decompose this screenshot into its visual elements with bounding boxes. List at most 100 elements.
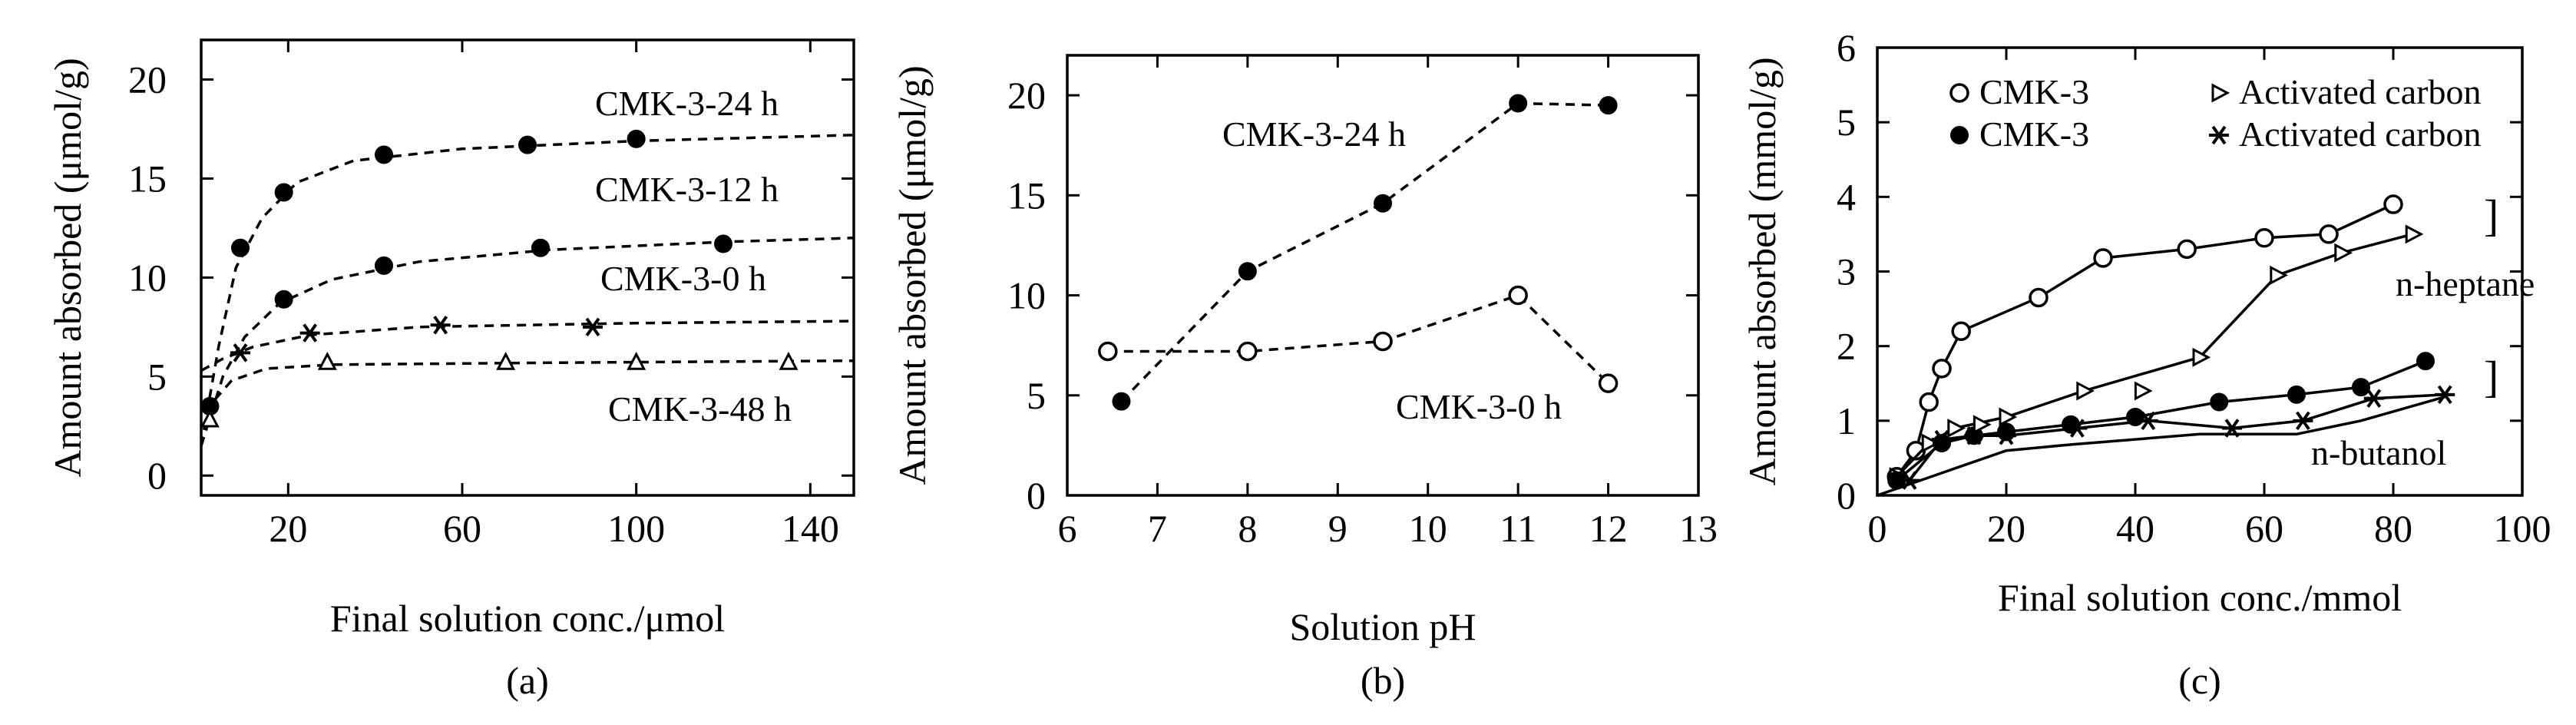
- x-tick-label: 13: [1679, 507, 1718, 550]
- series-annotation: CMK-3-24 h: [595, 84, 779, 123]
- data-point: [317, 352, 337, 370]
- data-point: [1599, 96, 1618, 115]
- data-point: [2138, 411, 2158, 431]
- y-axis-label: Amount absorbed (μmol/g): [891, 65, 934, 485]
- data-point: [299, 323, 320, 343]
- data-point: [1374, 194, 1392, 213]
- data-point: [2192, 347, 2211, 367]
- panel-label: (a): [506, 659, 549, 702]
- data-point: [779, 352, 799, 370]
- data-point: [1932, 429, 1952, 449]
- y-tick-label: 15: [1007, 174, 1046, 217]
- legend-marker: [2211, 83, 2230, 103]
- y-tick-label: 15: [128, 157, 167, 200]
- y-tick-label: 0: [1837, 474, 1856, 517]
- data-point: [627, 129, 646, 148]
- data-point: [2067, 419, 2088, 438]
- data-point: [2287, 385, 2306, 404]
- legend-label: CMK-3: [1979, 114, 2089, 154]
- data-point: [2319, 224, 2339, 244]
- legend-marker: [1949, 83, 1969, 103]
- y-tick-label: 10: [1007, 274, 1046, 317]
- data-point: [1919, 392, 1939, 412]
- data-point: [1996, 426, 2016, 445]
- data-point: [1508, 285, 1528, 306]
- data-point: [375, 256, 393, 275]
- series-annotation: CMK-3-24 h: [1222, 114, 1406, 154]
- fit-curve: [200, 359, 855, 446]
- group-bracket: ]: [2484, 190, 2498, 240]
- series-line: [1908, 393, 2445, 482]
- y-tick-label: 3: [1837, 250, 1856, 293]
- legend-label: Activated carbon: [2239, 72, 2481, 111]
- data-point: [583, 317, 603, 337]
- x-tick-label: 7: [1148, 507, 1167, 550]
- fit-curve: [200, 237, 855, 447]
- series-line: [1877, 396, 2445, 497]
- group-annotation: n-butanol: [2311, 433, 2446, 472]
- data-point: [1112, 392, 1131, 411]
- legend-entry: CMK-3: [1949, 72, 2089, 111]
- x-tick-label: 11: [1500, 507, 1536, 550]
- data-point: [1932, 359, 1952, 379]
- data-point: [1999, 407, 2018, 427]
- x-tick-label: 0: [1868, 507, 1887, 550]
- group-annotation: n-heptane: [2396, 264, 2535, 303]
- data-point: [2210, 392, 2229, 412]
- data-point: [1951, 321, 1971, 341]
- chart-panel-c: 0 20 40 60 80 100 0 1 2 3 4 5 6 Final solution conc./…: [1741, 26, 2551, 702]
- data-point: [274, 183, 293, 202]
- data-point: [1973, 415, 1992, 435]
- series-line: [1120, 101, 1609, 402]
- series-annotation: CMK-3-0 h: [600, 259, 766, 298]
- chart-panel-b: 6 7 8 9 10 11 12 13 0 5 10 15 20 Solution pH Amount ab…: [891, 54, 1718, 702]
- data-point: [274, 290, 293, 309]
- data-point: [1098, 341, 1118, 362]
- data-point: [2435, 385, 2455, 405]
- x-tick-label: 80: [2374, 507, 2412, 550]
- series-3: [200, 352, 855, 446]
- x-tick-label: 9: [1328, 507, 1348, 550]
- y-tick-label: 5: [1837, 101, 1856, 144]
- y-tick-label: 20: [1007, 74, 1046, 117]
- y-axis-label: Amount absorbed (μmol/g): [46, 58, 89, 477]
- x-tick-label: 60: [443, 507, 481, 550]
- data-point: [230, 343, 250, 362]
- data-point: [2177, 239, 2197, 260]
- y-tick-label: 0: [147, 454, 167, 497]
- x-axis-label: Solution pH: [1289, 605, 1476, 648]
- panel-label: (c): [2178, 659, 2221, 702]
- series-1: [1098, 285, 1619, 393]
- x-axis-label: Final solution conc./μmol: [330, 597, 725, 640]
- data-point: [2293, 411, 2313, 431]
- legend-marker: [2209, 125, 2229, 145]
- data-point: [714, 234, 732, 253]
- data-point: [518, 135, 537, 154]
- data-point: [1947, 419, 1966, 439]
- x-tick-label: 20: [269, 507, 307, 550]
- y-tick-label: 5: [147, 355, 167, 398]
- y-axis-label: Amount absorbed (mmol/g): [1741, 57, 1784, 485]
- data-point: [2383, 194, 2403, 214]
- legend-entry: Activated carbon: [2209, 114, 2481, 154]
- x-tick-label: 100: [2494, 507, 2551, 550]
- x-tick-label: 20: [1987, 507, 2025, 550]
- data-point: [231, 238, 250, 257]
- x-tick-label: 8: [1238, 507, 1257, 550]
- data-point: [2093, 248, 2113, 268]
- data-point: [2029, 287, 2049, 308]
- y-tick-label: 1: [1837, 399, 1856, 442]
- series-annotation: CMK-3-48 h: [608, 389, 792, 429]
- data-point: [2352, 378, 2370, 397]
- data-point: [1373, 331, 1393, 352]
- data-point: [1238, 341, 1258, 362]
- group-bracket: ]: [2484, 352, 2498, 402]
- legend-entry: Activated carbon: [2211, 72, 2481, 111]
- data-point: [375, 145, 393, 164]
- x-tick-label: 10: [1409, 507, 1447, 550]
- data-point: [2270, 265, 2289, 285]
- data-point: [2334, 243, 2353, 263]
- data-point: [1238, 262, 1257, 281]
- data-point: [1921, 433, 1940, 453]
